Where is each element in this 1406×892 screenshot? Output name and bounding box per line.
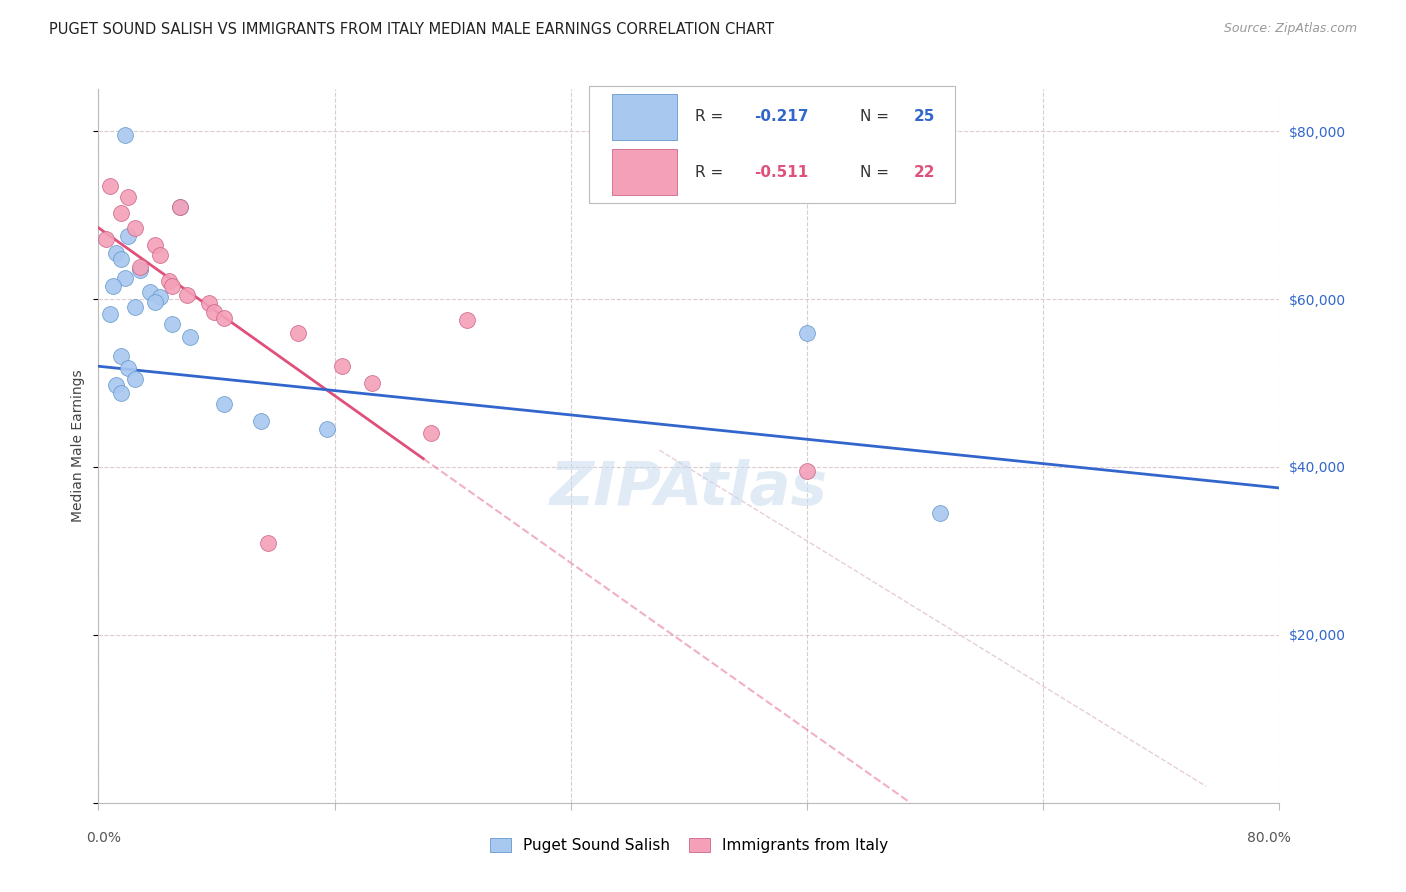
Point bbox=[124, 372, 146, 386]
Point bbox=[110, 252, 132, 266]
Point bbox=[330, 359, 353, 374]
Point bbox=[114, 271, 136, 285]
Point bbox=[212, 397, 235, 411]
Point bbox=[202, 304, 225, 318]
Point bbox=[117, 189, 139, 203]
Point bbox=[110, 206, 132, 220]
Point bbox=[169, 200, 191, 214]
Text: 22: 22 bbox=[914, 165, 935, 179]
FancyBboxPatch shape bbox=[589, 86, 955, 203]
Point bbox=[162, 279, 183, 293]
Point bbox=[105, 377, 128, 392]
Point bbox=[117, 360, 139, 375]
Text: Source: ZipAtlas.com: Source: ZipAtlas.com bbox=[1223, 22, 1357, 36]
Point bbox=[179, 330, 201, 344]
Point bbox=[198, 296, 221, 310]
Point bbox=[456, 313, 478, 327]
Point bbox=[110, 349, 132, 363]
Point bbox=[149, 290, 172, 304]
Text: PUGET SOUND SALISH VS IMMIGRANTS FROM ITALY MEDIAN MALE EARNINGS CORRELATION CHA: PUGET SOUND SALISH VS IMMIGRANTS FROM IT… bbox=[49, 22, 775, 37]
Text: ZIPAtlas: ZIPAtlas bbox=[550, 459, 828, 518]
Point bbox=[257, 535, 280, 549]
Point bbox=[176, 288, 198, 302]
Point bbox=[117, 229, 139, 244]
Point bbox=[139, 285, 162, 300]
Point bbox=[105, 246, 128, 260]
Point bbox=[143, 237, 166, 252]
Point bbox=[124, 220, 146, 235]
Point bbox=[796, 464, 818, 478]
Point bbox=[360, 376, 382, 390]
Text: R =: R = bbox=[695, 110, 728, 124]
Point bbox=[796, 326, 818, 340]
Point bbox=[928, 506, 950, 520]
Text: N =: N = bbox=[860, 165, 894, 179]
Point bbox=[162, 318, 183, 332]
FancyBboxPatch shape bbox=[612, 94, 678, 140]
Point bbox=[316, 422, 339, 436]
Point bbox=[169, 200, 191, 214]
Point bbox=[143, 295, 166, 310]
Text: R =: R = bbox=[695, 165, 728, 179]
Text: N =: N = bbox=[860, 110, 894, 124]
Legend: Puget Sound Salish, Immigrants from Italy: Puget Sound Salish, Immigrants from Ital… bbox=[484, 831, 894, 859]
Point bbox=[103, 279, 125, 293]
Text: -0.511: -0.511 bbox=[754, 165, 808, 179]
Point bbox=[250, 414, 273, 428]
Point bbox=[212, 310, 235, 325]
Point bbox=[149, 248, 172, 262]
FancyBboxPatch shape bbox=[612, 149, 678, 195]
Text: 25: 25 bbox=[914, 110, 935, 124]
Point bbox=[98, 307, 121, 321]
Point bbox=[114, 128, 136, 143]
Point bbox=[124, 301, 146, 315]
Text: 0.0%: 0.0% bbox=[87, 831, 121, 846]
Point bbox=[110, 386, 132, 401]
Point bbox=[98, 178, 121, 193]
Point bbox=[419, 426, 441, 441]
Point bbox=[157, 274, 180, 288]
Point bbox=[128, 260, 150, 275]
Text: -0.217: -0.217 bbox=[754, 110, 808, 124]
Point bbox=[287, 326, 309, 340]
Y-axis label: Median Male Earnings: Median Male Earnings bbox=[72, 369, 86, 523]
Point bbox=[94, 232, 117, 246]
Point bbox=[128, 262, 150, 277]
Text: 80.0%: 80.0% bbox=[1247, 831, 1291, 846]
